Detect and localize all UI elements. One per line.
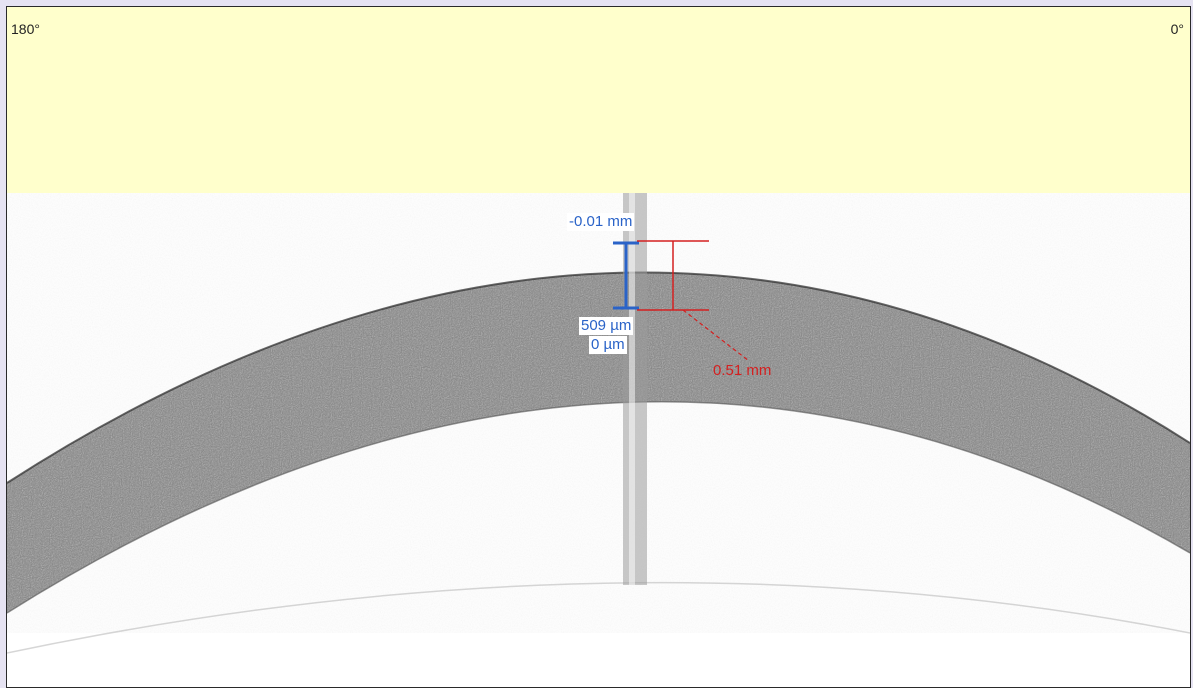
posterior-reflection: [7, 581, 1190, 654]
oct-scan-image[interactable]: [7, 193, 1190, 687]
blue-caliper[interactable]: [613, 241, 639, 310]
angle-label-left: 180°: [11, 21, 40, 37]
header-band: 180° 0°: [7, 7, 1190, 193]
blue-thickness-label: 509 µm: [579, 317, 634, 335]
red-thickness-label: 0.51 mm: [713, 362, 772, 379]
red-caliper[interactable]: [637, 240, 750, 362]
angle-label-right: 0°: [1170, 21, 1184, 37]
top-offset-label: -0.01 mm: [567, 213, 635, 231]
zero-offset-label: 0 µm: [589, 336, 627, 354]
oct-viewer-frame: 180° 0°: [6, 6, 1191, 688]
